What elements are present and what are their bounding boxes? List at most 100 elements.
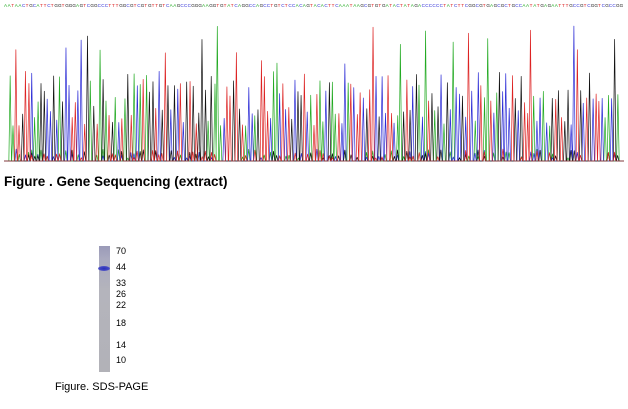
base-call-letter: T (461, 3, 464, 8)
base-call-letter: C (288, 3, 292, 8)
base-call-letter: T (231, 3, 234, 8)
base-call-letter: C (519, 3, 523, 8)
base-call-letter: C (364, 3, 368, 8)
base-call-letter: T (483, 3, 486, 8)
base-call-letter: G (569, 3, 573, 8)
base-call-letter: G (65, 3, 69, 8)
base-call-letter: A (296, 3, 300, 8)
base-call-letter: C (429, 3, 433, 8)
base-call-letter: G (375, 3, 379, 8)
base-call-letter: T (584, 3, 587, 8)
base-call-letter: G (54, 3, 58, 8)
base-call-letter: T (40, 3, 43, 8)
base-call-letter: A (36, 3, 40, 8)
base-call-letter: T (134, 3, 137, 8)
base-call-letter: G (177, 3, 181, 8)
base-call-letter: A (339, 3, 343, 8)
base-call-letter: G (306, 3, 310, 8)
base-call-letter: T (285, 3, 288, 8)
base-call-letter: G (130, 3, 134, 8)
marker-label: 44 (116, 262, 127, 272)
base-call-letter: C (252, 3, 256, 8)
base-call-letter: G (220, 3, 224, 8)
base-call-letter: A (404, 3, 408, 8)
base-call-letter: A (357, 3, 361, 8)
base-call-letter: T (400, 3, 403, 8)
base-call-letter: C (440, 3, 444, 8)
base-call-letter: T (162, 3, 165, 8)
base-call-letter: C (299, 3, 303, 8)
base-call-letter: C (101, 3, 105, 8)
base-call-letter: G (195, 3, 199, 8)
base-call-letter: G (360, 3, 364, 8)
marker-label: 14 (116, 340, 127, 350)
base-call-letter: A (342, 3, 346, 8)
base-call-letter: G (58, 3, 62, 8)
base-call-letter: C (184, 3, 188, 8)
base-call-letter: C (396, 3, 400, 8)
base-call-letter: G (540, 3, 544, 8)
base-call-letter: A (170, 3, 174, 8)
base-call-letter: G (616, 3, 620, 8)
base-call-letter: C (166, 3, 170, 8)
base-call-letter: A (173, 3, 177, 8)
base-call-letter: A (206, 3, 210, 8)
base-call-letter: G (512, 3, 516, 8)
base-call-letter: C (515, 3, 519, 8)
base-call-letter: G (620, 3, 624, 8)
base-call-letter: T (152, 3, 155, 8)
base-call-letter: A (15, 3, 19, 8)
base-call-letter: T (44, 3, 47, 8)
base-call-letter: G (69, 3, 73, 8)
gel-lane (98, 246, 110, 372)
base-call-letter: G (479, 3, 483, 8)
base-call-letter: T (62, 3, 65, 8)
base-call-letter: T (389, 3, 392, 8)
base-call-letter: A (544, 3, 548, 8)
base-call-letter: C (324, 3, 328, 8)
base-call-letter: A (555, 3, 559, 8)
base-call-letter: G (580, 3, 584, 8)
base-call-letter: C (180, 3, 184, 8)
base-call-letter: C (432, 3, 436, 8)
base-call-letter: G (80, 3, 84, 8)
base-call-letter: G (382, 3, 386, 8)
base-call-letter: C (602, 3, 606, 8)
base-call-letter: C (33, 3, 37, 8)
base-call-letter: C (587, 3, 591, 8)
base-call-letter: A (386, 3, 390, 8)
base-call-letter: T (116, 3, 119, 8)
base-call-letter: T (278, 3, 281, 8)
base-call-letter: C (573, 3, 577, 8)
marker-label: 33 (116, 278, 127, 288)
base-call-letter: C (436, 3, 440, 8)
base-call-letter: C (137, 3, 141, 8)
base-call-letter: A (526, 3, 530, 8)
base-call-letter: A (411, 3, 415, 8)
base-call-letter: C (249, 3, 253, 8)
base-call-letter: G (494, 3, 498, 8)
trace-peaks (4, 25, 624, 162)
base-call-letter: G (141, 3, 145, 8)
base-call-letter: G (605, 3, 609, 8)
base-call-letter: T (332, 3, 335, 8)
base-call-letter: G (274, 3, 278, 8)
base-call-letter: G (123, 3, 127, 8)
base-call-letter: C (267, 3, 271, 8)
base-call-letter: G (472, 3, 476, 8)
base-call-letter: A (533, 3, 537, 8)
base-call-letter: C (234, 3, 238, 8)
base-call-letter: G (594, 3, 598, 8)
base-call-letter: T (108, 3, 111, 8)
base-call-letter: C (422, 3, 426, 8)
base-call-letter: A (353, 3, 357, 8)
base-call-letter: A (4, 3, 8, 8)
base-call-letter: T (508, 3, 511, 8)
base-call-letter: C (292, 3, 296, 8)
base-call-letter: T (26, 3, 29, 8)
base-call-letter: A (76, 3, 80, 8)
base-call-letter: C (317, 3, 321, 8)
base-call-letter: T (51, 3, 54, 8)
base-call-letter: C (576, 3, 580, 8)
base-call-letter: G (72, 3, 76, 8)
